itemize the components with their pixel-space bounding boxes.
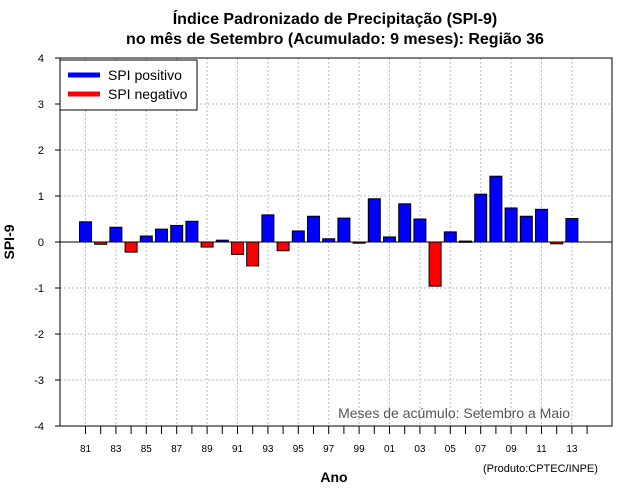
bar-2002 xyxy=(398,203,412,243)
x-tick-label: 97 xyxy=(323,444,335,455)
y-axis-ticks: 4 3 2 1 0 -1 -2 -3 -4 xyxy=(34,53,60,433)
bar-2009 xyxy=(504,207,518,243)
x-tick-label: 01 xyxy=(384,444,396,455)
legend-label-negative: SPI negativo xyxy=(108,86,188,102)
bar-1987 xyxy=(170,224,184,243)
bar-2008 xyxy=(489,175,503,243)
x-tick-label: 03 xyxy=(414,444,426,455)
x-tick-label: 89 xyxy=(202,444,214,455)
x-tick-label: 91 xyxy=(232,444,244,455)
bar-1985 xyxy=(139,235,153,243)
bar-2000 xyxy=(367,198,381,243)
x-tick-label: 13 xyxy=(566,444,578,455)
chart-title-line2: no mês de Setembro (Acumulado: 9 meses):… xyxy=(126,31,544,48)
bar-1981 xyxy=(79,221,92,243)
x-tick-label: 93 xyxy=(262,444,274,455)
legend-box xyxy=(59,59,198,111)
bar-1991 xyxy=(231,241,244,255)
bar-1986 xyxy=(155,228,168,243)
x-tick-label: 99 xyxy=(354,444,366,455)
bar-1989 xyxy=(200,241,214,248)
x-tick-label: 81 xyxy=(80,444,92,455)
x-tick-label: 07 xyxy=(475,444,487,455)
bar-1993 xyxy=(261,214,275,243)
bar-2007 xyxy=(474,193,488,243)
bar-1983 xyxy=(109,226,123,243)
bar-2004 xyxy=(428,241,442,287)
legend: SPI positivo SPI negativo xyxy=(59,59,198,111)
bars-group xyxy=(79,175,579,287)
bar-1984 xyxy=(124,241,138,253)
bar-1996 xyxy=(307,215,320,243)
x-tick-label: 87 xyxy=(171,444,183,455)
y-tick-label: 4 xyxy=(38,53,44,65)
bar-1988 xyxy=(185,220,199,243)
y-tick-label: -2 xyxy=(34,329,44,341)
y-tick-label: -1 xyxy=(34,283,44,295)
bar-1992 xyxy=(246,241,260,267)
bar-1994 xyxy=(276,241,290,252)
legend-label-positive: SPI positivo xyxy=(108,67,182,83)
plot-frame xyxy=(59,57,613,427)
credit-text: (Produto:CPTEC/INPE) xyxy=(483,463,598,475)
x-tick-label: 85 xyxy=(141,444,153,455)
y-tick-label: 0 xyxy=(38,237,44,249)
chart-title-line1: Índice Padronizado de Precipitação (SPI-… xyxy=(173,9,498,28)
x-tick-label: 83 xyxy=(110,444,122,455)
y-tick-label: 1 xyxy=(38,191,44,203)
bar-2011 xyxy=(535,208,548,243)
x-tick-label: 09 xyxy=(506,444,518,455)
y-axis-label: SPI-9 xyxy=(1,224,17,259)
y-tick-label: 2 xyxy=(38,145,44,157)
y-tick-label: -3 xyxy=(34,375,44,387)
bar-2013 xyxy=(565,218,579,243)
x-tick-label: 11 xyxy=(536,444,547,455)
bar-2005 xyxy=(443,231,457,243)
x-tick-label: 95 xyxy=(293,444,305,455)
accumulation-note: Meses de acúmulo: Setembro a Maio xyxy=(338,405,570,421)
y-tick-label: 3 xyxy=(38,99,44,111)
y-tick-label: -4 xyxy=(34,421,44,433)
x-axis-ticks: 81 83 85 87 89 91 93 95 97 99 01 03 05 07 09 11 13 xyxy=(80,426,588,455)
bar-1995 xyxy=(291,230,305,243)
x-axis-label: Ano xyxy=(320,469,347,485)
x-tick-label: 05 xyxy=(445,444,457,455)
bar-2001 xyxy=(383,236,396,243)
bar-1998 xyxy=(337,217,351,243)
bar-2003 xyxy=(413,218,427,243)
bar-2010 xyxy=(519,215,533,243)
